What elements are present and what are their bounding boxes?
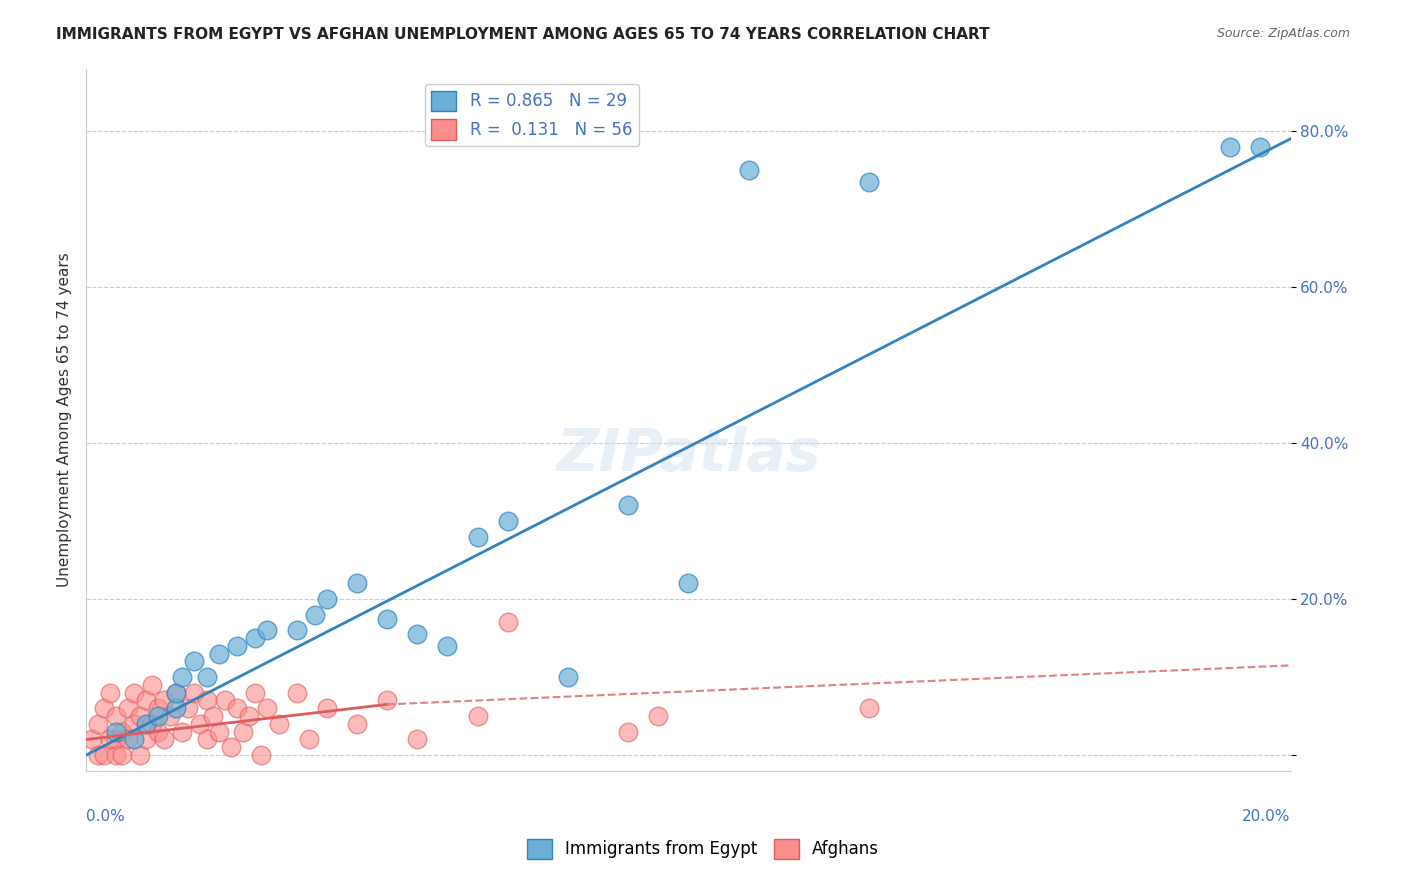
Point xyxy=(346,576,368,591)
Point xyxy=(436,639,458,653)
Point xyxy=(496,615,519,630)
Point xyxy=(238,709,260,723)
Point xyxy=(298,732,321,747)
Point xyxy=(135,717,157,731)
Point xyxy=(122,717,145,731)
Point xyxy=(195,693,218,707)
Point xyxy=(105,709,128,723)
Point xyxy=(98,686,121,700)
Point xyxy=(858,175,880,189)
Point xyxy=(316,592,339,607)
Point xyxy=(195,732,218,747)
Point xyxy=(135,732,157,747)
Point xyxy=(129,748,152,763)
Point xyxy=(159,709,181,723)
Point xyxy=(617,499,640,513)
Point xyxy=(467,530,489,544)
Point xyxy=(190,717,212,731)
Point xyxy=(172,670,194,684)
Point xyxy=(207,724,229,739)
Point xyxy=(93,748,115,763)
Point xyxy=(496,514,519,528)
Point xyxy=(1219,139,1241,153)
Point xyxy=(105,724,128,739)
Point xyxy=(122,732,145,747)
Point xyxy=(87,717,110,731)
Point xyxy=(406,732,429,747)
Point xyxy=(232,724,254,739)
Point xyxy=(219,740,242,755)
Point xyxy=(148,709,170,723)
Text: Source: ZipAtlas.com: Source: ZipAtlas.com xyxy=(1216,27,1350,40)
Point xyxy=(93,701,115,715)
Point xyxy=(87,748,110,763)
Point xyxy=(304,607,326,622)
Point xyxy=(117,701,139,715)
Point xyxy=(678,576,700,591)
Point xyxy=(225,701,247,715)
Point xyxy=(737,163,759,178)
Point xyxy=(256,701,278,715)
Point xyxy=(141,717,163,731)
Point xyxy=(267,717,290,731)
Point xyxy=(375,611,398,625)
Point xyxy=(98,732,121,747)
Point xyxy=(214,693,236,707)
Point xyxy=(153,693,176,707)
Point xyxy=(153,732,176,747)
Point xyxy=(285,624,308,638)
Point xyxy=(375,693,398,707)
Point xyxy=(165,686,187,700)
Point xyxy=(195,670,218,684)
Point xyxy=(617,724,640,739)
Point xyxy=(467,709,489,723)
Point xyxy=(105,732,128,747)
Point xyxy=(172,724,194,739)
Point xyxy=(141,678,163,692)
Legend: R = 0.865   N = 29, R =  0.131   N = 56: R = 0.865 N = 29, R = 0.131 N = 56 xyxy=(425,84,638,146)
Point xyxy=(647,709,669,723)
Point xyxy=(243,686,266,700)
Point xyxy=(177,701,200,715)
Point xyxy=(129,709,152,723)
Point xyxy=(148,701,170,715)
Y-axis label: Unemployment Among Ages 65 to 74 years: Unemployment Among Ages 65 to 74 years xyxy=(58,252,72,587)
Point xyxy=(557,670,579,684)
Point xyxy=(201,709,224,723)
Point xyxy=(207,647,229,661)
Point xyxy=(135,693,157,707)
Point xyxy=(148,724,170,739)
Point xyxy=(183,655,205,669)
Text: 0.0%: 0.0% xyxy=(86,809,125,824)
Point xyxy=(117,732,139,747)
Text: 20.0%: 20.0% xyxy=(1243,809,1291,824)
Point xyxy=(249,748,271,763)
Point xyxy=(225,639,247,653)
Point xyxy=(243,631,266,645)
Point xyxy=(183,686,205,700)
Point xyxy=(80,732,103,747)
Point xyxy=(316,701,339,715)
Point xyxy=(406,627,429,641)
Point xyxy=(165,686,187,700)
Legend: Immigrants from Egypt, Afghans: Immigrants from Egypt, Afghans xyxy=(520,832,886,866)
Point xyxy=(858,701,880,715)
Point xyxy=(256,624,278,638)
Point xyxy=(122,686,145,700)
Text: ZIPatlas: ZIPatlas xyxy=(557,426,821,483)
Point xyxy=(111,748,134,763)
Point xyxy=(105,748,128,763)
Point xyxy=(1250,139,1272,153)
Point xyxy=(346,717,368,731)
Point xyxy=(111,724,134,739)
Point xyxy=(285,686,308,700)
Point xyxy=(165,701,187,715)
Text: IMMIGRANTS FROM EGYPT VS AFGHAN UNEMPLOYMENT AMONG AGES 65 TO 74 YEARS CORRELATI: IMMIGRANTS FROM EGYPT VS AFGHAN UNEMPLOY… xyxy=(56,27,990,42)
